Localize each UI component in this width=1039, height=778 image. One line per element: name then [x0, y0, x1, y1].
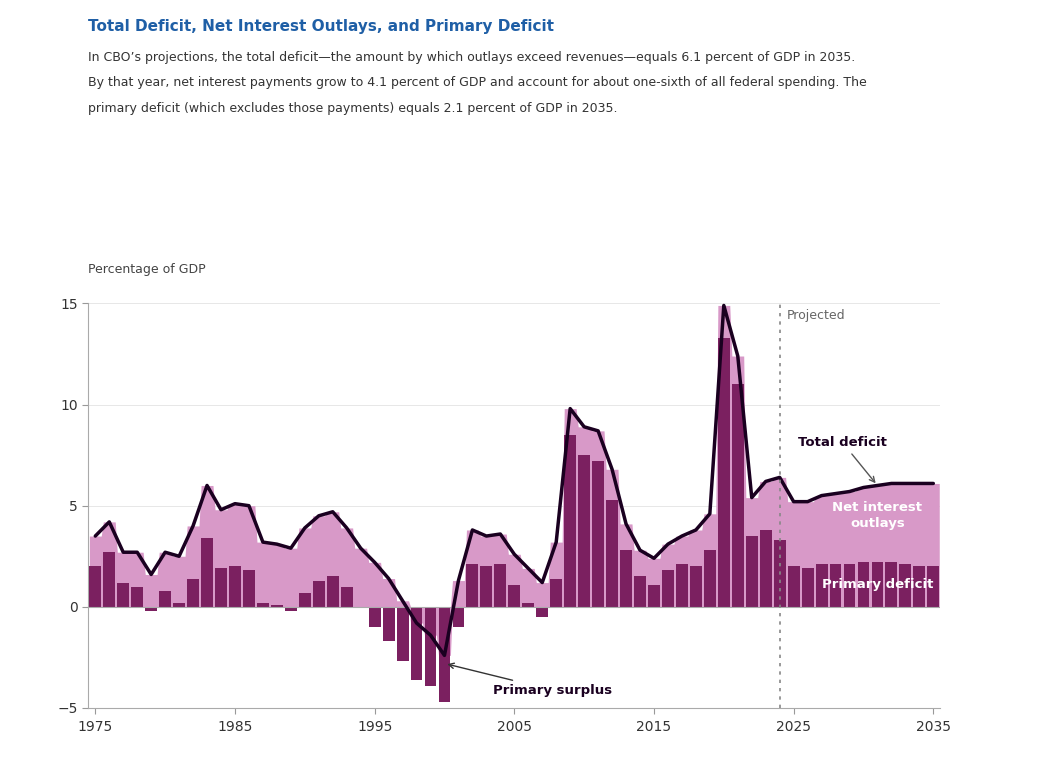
Bar [174, 603, 185, 607]
Bar [425, 607, 436, 685]
Bar [690, 566, 701, 607]
Bar [676, 564, 688, 607]
Bar [536, 607, 549, 617]
Text: Primary deficit: Primary deficit [822, 578, 933, 591]
Bar [731, 384, 744, 607]
Bar [480, 566, 492, 607]
Bar [229, 566, 241, 607]
Bar [718, 338, 729, 607]
Bar [397, 607, 408, 661]
Bar [159, 591, 171, 607]
Bar [662, 570, 674, 607]
Bar [327, 576, 339, 607]
Bar [857, 562, 870, 607]
Bar [802, 569, 814, 607]
Bar [508, 584, 521, 607]
Bar [215, 569, 227, 607]
Bar [410, 607, 423, 680]
Bar [271, 605, 283, 607]
Bar [928, 566, 939, 607]
Bar [578, 455, 590, 607]
Bar [703, 550, 716, 607]
Bar [523, 603, 534, 607]
Bar [885, 562, 898, 607]
Bar [299, 593, 311, 607]
Bar [829, 564, 842, 607]
Bar [145, 607, 157, 611]
Bar [900, 564, 911, 607]
Bar [746, 536, 757, 607]
Bar [606, 499, 618, 607]
Bar [313, 580, 325, 607]
Bar [131, 587, 143, 607]
Bar [243, 570, 255, 607]
Bar [89, 566, 101, 607]
Text: Net interest
outlays: Net interest outlays [832, 501, 923, 531]
Text: In CBO’s projections, the total deficit—the amount by which outlays exceed reven: In CBO’s projections, the total deficit—… [88, 51, 855, 64]
Bar [760, 530, 772, 607]
Bar [620, 550, 632, 607]
Bar [592, 461, 604, 607]
Text: Primary surplus: Primary surplus [449, 663, 612, 697]
Bar [438, 607, 450, 702]
Bar [453, 607, 464, 627]
Text: Projected: Projected [787, 310, 846, 323]
Bar [285, 607, 297, 611]
Bar [788, 566, 800, 607]
Bar [634, 576, 646, 607]
Bar [551, 579, 562, 607]
Bar [913, 566, 926, 607]
Bar [202, 538, 213, 607]
Bar [816, 564, 827, 607]
Bar [117, 583, 129, 607]
Text: Percentage of GDP: Percentage of GDP [88, 263, 206, 276]
Bar [187, 579, 199, 607]
Bar [495, 564, 506, 607]
Bar [774, 540, 785, 607]
Text: Total deficit: Total deficit [798, 436, 887, 482]
Bar [844, 564, 855, 607]
Bar [648, 584, 660, 607]
Bar [564, 435, 576, 607]
Bar [341, 587, 352, 607]
Bar [467, 564, 478, 607]
Text: Total Deficit, Net Interest Outlays, and Primary Deficit: Total Deficit, Net Interest Outlays, and… [88, 19, 555, 34]
Text: By that year, net interest payments grow to 4.1 percent of GDP and account for a: By that year, net interest payments grow… [88, 76, 868, 89]
Bar [257, 603, 269, 607]
Bar [382, 607, 395, 641]
Bar [872, 562, 883, 607]
Bar [103, 552, 115, 607]
Text: primary deficit (which excludes those payments) equals 2.1 percent of GDP in 203: primary deficit (which excludes those pa… [88, 102, 618, 115]
Bar [369, 607, 380, 627]
